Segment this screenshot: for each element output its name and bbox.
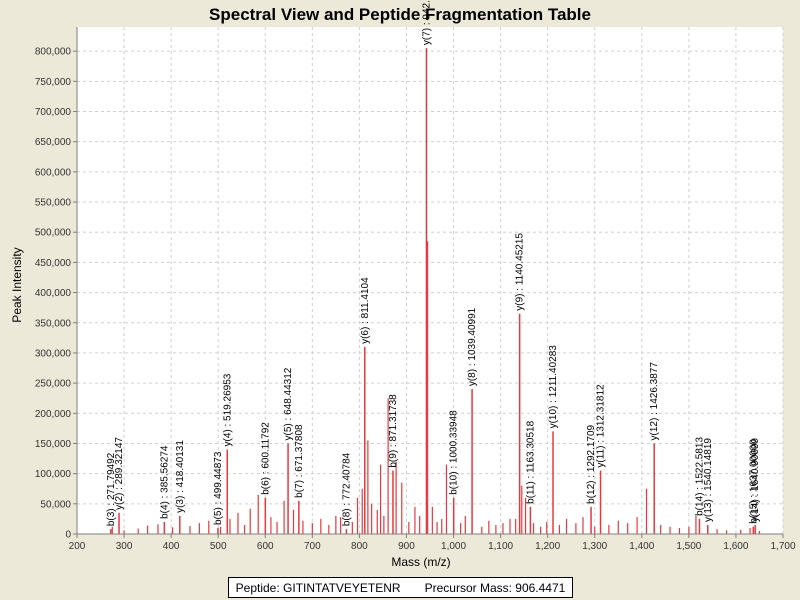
x-tick-label: 1,700 xyxy=(770,541,795,552)
x-tick-label: 900 xyxy=(398,541,415,552)
x-tick-label: 1,300 xyxy=(582,541,607,552)
x-tick-label: 500 xyxy=(210,541,227,552)
x-tick-label: 1,400 xyxy=(629,541,654,552)
y-tick-label: 50,000 xyxy=(40,499,71,510)
axes: 200 300 400 500 600 700 800 900 1,000 1,100 1,200 1… xyxy=(35,27,796,552)
x-tick-label: 1,500 xyxy=(676,541,701,552)
peak-label: y(8) : 1039.40991 xyxy=(467,307,478,386)
peak-label: b(7) : 671.37808 xyxy=(294,424,305,498)
y-tick-label: 200,000 xyxy=(35,409,72,420)
peak-label: y(13) : 1540.14819 xyxy=(703,438,714,522)
gridlines xyxy=(76,27,784,535)
peak-label: b(10) : 1000.33948 xyxy=(449,410,460,495)
chart-title: Spectral View and Peptide Fragmentation … xyxy=(209,5,591,24)
x-tick-label: 1,200 xyxy=(535,541,560,552)
peak-label: y(11) : 1312.31812 xyxy=(596,384,607,468)
peptide-info-box: Peptide: GITINTATVEYETENR Precursor Mass… xyxy=(228,577,573,598)
y-tick-label: 600,000 xyxy=(35,167,72,178)
y-tick-label: 750,000 xyxy=(35,77,72,88)
x-tick-label: 1,100 xyxy=(488,541,513,552)
peak-label: b(8) : 772.40784 xyxy=(341,452,352,526)
peak-label: b(6) : 600.11792 xyxy=(260,422,271,495)
y-tick-label: 250,000 xyxy=(35,379,72,390)
y-tick-label: 0 xyxy=(65,530,71,541)
x-tick-label: 600 xyxy=(257,541,274,552)
x-tick-label: 1,600 xyxy=(723,541,748,552)
peak-label: b(4) : 385.56274 xyxy=(159,445,170,519)
y-tick-label: 150,000 xyxy=(35,439,72,450)
precursor-mass: Precursor Mass: 906.4471 xyxy=(424,580,566,595)
y-tick-label: 100,000 xyxy=(35,469,72,480)
peptide-sequence: Peptide: GITINTATVEYETENR xyxy=(235,580,401,595)
peak-label: y(4) : 519.26953 xyxy=(222,373,233,446)
x-tick-label: 200 xyxy=(69,541,86,552)
x-tick-label: 1,000 xyxy=(441,541,466,552)
y-tick-label: 300,000 xyxy=(35,348,72,359)
peak-label: y(12) : 1426.3877 xyxy=(649,362,660,441)
peak-label: y(6) : 811.4104 xyxy=(360,277,371,344)
peak-label: y(10) : 1211.40283 xyxy=(548,345,559,429)
spectrum-chart: Spectral View and Peptide Fragmentation … xyxy=(10,0,796,569)
x-tick-label: 800 xyxy=(351,541,368,552)
y-tick-label: 450,000 xyxy=(35,258,72,269)
peak-label: y(9) : 1140.45215 xyxy=(515,233,526,311)
y-tick-label: 800,000 xyxy=(35,47,72,58)
peak-label: b(9) : 871.31738 xyxy=(388,394,399,468)
peak-label: b(11) : 1163.30518 xyxy=(525,420,536,503)
peak-label: y(14) : 1640.90699 xyxy=(750,438,761,522)
peak-label: b(12) : 1292.1709 xyxy=(586,424,597,503)
peak-label: y(3) : 418.40131 xyxy=(175,440,186,513)
peak-label: b(15) : 1637.00000 xyxy=(748,439,759,524)
peak-label: y(5) : 648.44312 xyxy=(283,367,294,440)
y-tick-label: 500,000 xyxy=(35,228,72,239)
x-tick-label: 300 xyxy=(116,541,133,552)
x-tick-label: 400 xyxy=(163,541,180,552)
y-tick-label: 350,000 xyxy=(35,318,72,329)
peak-label: b(3) : 271.79492 xyxy=(106,452,117,526)
peak-label: y(2) : 289.32147 xyxy=(114,437,125,510)
y-tick-label: 700,000 xyxy=(35,107,72,118)
x-tick-label: 700 xyxy=(304,541,321,552)
peak-label: b(5) : 499.44873 xyxy=(213,451,224,525)
peak-label: y(7) : 942.4754 xyxy=(421,0,432,45)
y-tick-label: 400,000 xyxy=(35,288,72,299)
y-tick-label: 550,000 xyxy=(35,198,72,209)
peaks xyxy=(110,48,761,534)
peak-label: b(14) : 1522.5813 xyxy=(694,437,705,516)
y-axis-label: Peak Intensity xyxy=(10,247,24,322)
y-tick-label: 650,000 xyxy=(35,137,72,148)
x-axis-label: Mass (m/z) xyxy=(391,555,450,569)
